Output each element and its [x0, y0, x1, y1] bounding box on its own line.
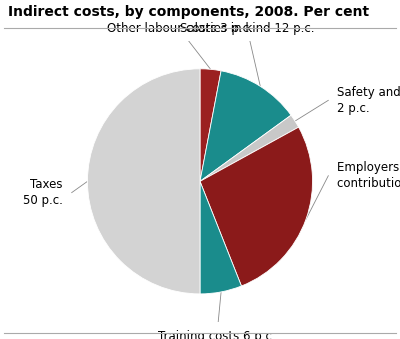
Text: Salaries in kind 12 p.c.: Salaries in kind 12 p.c.: [180, 22, 314, 35]
Text: Other labour costs 3 p.c.: Other labour costs 3 p.c.: [107, 22, 253, 35]
Text: Employers' social
contributions 27 p.c.: Employers' social contributions 27 p.c.: [337, 161, 400, 190]
Text: Training costs 6 p.c.: Training costs 6 p.c.: [158, 330, 276, 339]
Wedge shape: [200, 71, 291, 181]
Wedge shape: [200, 127, 312, 286]
Wedge shape: [200, 181, 242, 294]
Text: Safety and health
2 p.c.: Safety and health 2 p.c.: [337, 86, 400, 115]
Wedge shape: [88, 69, 200, 294]
Wedge shape: [200, 115, 299, 181]
Text: Indirect costs, by components, 2008. Per cent: Indirect costs, by components, 2008. Per…: [8, 5, 369, 19]
Wedge shape: [200, 69, 221, 181]
Text: Taxes
50 p.c.: Taxes 50 p.c.: [23, 178, 63, 207]
